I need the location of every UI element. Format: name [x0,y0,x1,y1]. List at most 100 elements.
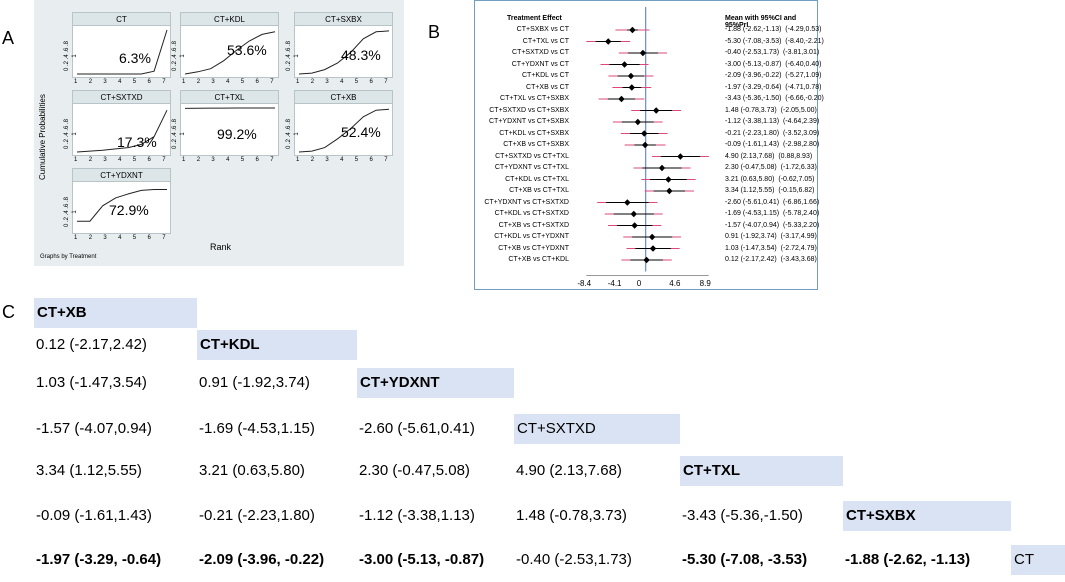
rankogram-curve-svg [298,108,390,153]
panel-b-forest-plot: Treatment Effect Mean with 95%CI and 95%… [474,0,824,290]
x-tick-label: 4 [118,235,122,241]
comparison-label: CT+SXBX vs CT [516,26,569,33]
forest-plot-svg [586,7,709,276]
x-tick-label: 3 [103,79,107,85]
forest-header-mean: Mean with 95%CI and 95%PrI [725,15,797,29]
league-cell: -0.21 (-2.23,1.80) [199,507,315,524]
rankogram-curve-svg [76,109,168,153]
effect-value: -2.60 (-5.61,0.41) (-6.86,1.66) [725,198,820,206]
mean-diamond [627,72,635,80]
x-tick-label: 3 [103,157,107,163]
panel-a-rankograms: CT 6.3% 0 .2 .4 .6 .8 1 1 2 3 4 5 6 7 CT+KDL 53.6% 0… [34,0,404,266]
effect-value: -0.09 (-1.61,1.43) (-2.98,2.80) [725,141,820,148]
league-cell: -1.69 (-4.53,1.15) [199,420,315,437]
rankogram-ct-ydxnt: CT+YDXNT 72.9% 0 .2 .4 .6 .8 1 1 2 3 4 5 6 7 [64,168,171,244]
mean-diamond [628,84,635,91]
mean-diamond [605,38,612,45]
cumulative-percent: 53.6% [227,42,267,58]
x-tick-label: 7 [270,157,274,163]
x-tick-label: 5 [132,157,137,163]
cumulative-percent: 17.3% [117,134,157,150]
comparison-label: CT+YDXNT vs CT+SXTXD [484,198,569,206]
y-axis-label: Cumulative Probabilities [38,94,47,180]
comparison-label: CT+SXTXD vs CT+TXL [495,152,569,160]
rankogram-curve-svg [298,30,390,75]
rankogram-ct-sxtxd: CT+SXTXD 17.3% 0 .2 .4 .6 .8 1 1 2 3 4 5 6 7 [64,90,171,166]
cumulative-line [77,189,167,222]
x-tick-label: 4 [118,79,122,85]
league-diagonal-treatment: CT+YDXNT [357,368,514,398]
x-tick-label: 3 [103,235,107,241]
league-cell: -1.97 (-3.29, -0.64) [36,551,162,568]
effect-value: 1.48 (-0.78,3.73) (-2.05,5.00) [725,106,817,114]
x-axis-label: Rank [210,242,232,252]
mean-diamond [666,187,673,195]
effect-value: 4.90 (2.13,7.68) (0.88,8.93) [725,152,813,160]
x-tick-label: 6 [369,79,373,85]
x-tick-label: 1 [74,79,78,85]
effect-value: -5.30 (-7.08,-3.53) (-8.40,-2.21) [725,37,824,45]
x-tick-label: 2 [196,157,201,163]
x-tick-label: 7 [384,79,388,85]
rankogram-curve-svg [77,189,167,222]
x-tick-label: 6 [369,157,373,163]
effect-value: 3.34 (1.12,5.55) (-0.15,6.82) [725,187,815,194]
x-tick-label: 2 [196,79,201,85]
league-cell: 3.21 (0.63,5.80) [199,462,305,479]
league-cell: -0.40 (-2.53,1.73) [516,551,632,568]
rankogram-ct-xb: CT+XB 52.4% 0 .2 .4 .6 .8 1 1 2 3 4 5 6 7 [286,90,393,166]
y-tick-labels: 0 .2 .4 .6 .8 1 [64,196,78,228]
league-diagonal-treatment: CT+KDL [197,330,357,360]
cumulative-line [76,109,168,153]
effect-value: 2.30 (-0.47,5.08) (-1.72,6.33) [725,164,817,171]
x-tick-label: 6 [147,235,151,241]
forest-x-tick: -4.1 [607,278,622,288]
subplot-area: 48.3% [294,26,393,78]
x-tick-label: 2 [88,79,93,85]
x-tick-label: 2 [88,157,93,163]
y-tick-labels: 0 .2 .4 .6 .8 1 [172,118,186,150]
rankogram-curve-svg [184,31,276,75]
comparison-label: CT+XB vs CT [526,83,569,91]
league-cell: -3.43 (-5.36,-1.50) [682,507,803,524]
league-cell: -5.30 (-7.08, -3.53) [682,551,808,568]
league-cell: -1.57 (-4.07,0.94) [36,420,152,437]
effect-value: -1.88 (-2.62,-1.13) (-4.29,0.53) [725,26,822,33]
y-tick-labels: 0 .2 .4 .6 .8 1 [286,40,300,72]
mean-diamond [630,210,637,218]
comparison-label: CT+KDL vs CT+SXBX [499,129,569,137]
rankogram-ct-kdl: CT+KDL 53.6% 0 .2 .4 .6 .8 1 1 2 3 4 5 6 7 [172,12,279,88]
x-tick-label: 4 [340,157,344,163]
subplot-title: CT+SXTXD [72,90,171,104]
y-tick-labels: 0 .2 .4 .6 .8 1 [172,40,186,72]
comparison-label: CT+TXL vs CT+SXBX [500,95,569,102]
x-tick-label: 4 [226,157,230,163]
effect-value: -0.40 (-2.53,1.73) (-3.81,3.01) [725,49,820,56]
comparison-label: CT+XB vs CT+TXL [509,187,569,194]
x-tick-label: 7 [162,79,166,85]
league-cell: 1.03 (-1.47,3.54) [36,374,147,391]
subplot-area: 52.4% [294,104,393,156]
mean-diamond [677,153,684,160]
cumulative-percent: 52.4% [341,124,381,140]
comparison-label: CT+SXTXD vs CT+SXBX [489,106,569,114]
comparison-label: CT+XB vs CT+SXBX [503,141,569,148]
cumulative-percent: 6.3% [119,50,151,66]
forest-header-effect: Treatment Effect [507,15,562,22]
effect-value: -2.09 (-3.96,-0.22) (-5.27,1.09) [725,72,822,79]
y-tick-labels: 0 .2 .4 .6 .8 1 [64,118,78,150]
league-cell: -2.60 (-5.61,0.41) [359,420,475,437]
subplot-title: CT [72,12,171,26]
x-tick-label: 1 [182,79,186,85]
league-diagonal-treatment: CT+SXTXD [514,414,680,444]
comparison-label: CT+YDXNT vs CT [511,60,569,68]
x-tick-label: 1 [296,79,300,85]
graphs-caption: Graphs by Treatment [40,254,97,260]
cumulative-percent: 72.9% [109,202,149,218]
rankogram-ct-txl: CT+TXL 99.2% 0 .2 .4 .6 .8 1 1 2 3 4 5 6 7 [172,90,279,166]
mean-diamond [641,141,649,149]
league-cell: 1.48 (-0.78,3.73) [516,507,627,524]
forest-x-tick: 0 [636,278,642,288]
effect-value: -1.12 (-3.38,1.13) (-4.64,2.39) [725,118,820,125]
effect-value: -1.97 (-3.29,-0.64) (-4.71,0.78) [725,83,822,91]
